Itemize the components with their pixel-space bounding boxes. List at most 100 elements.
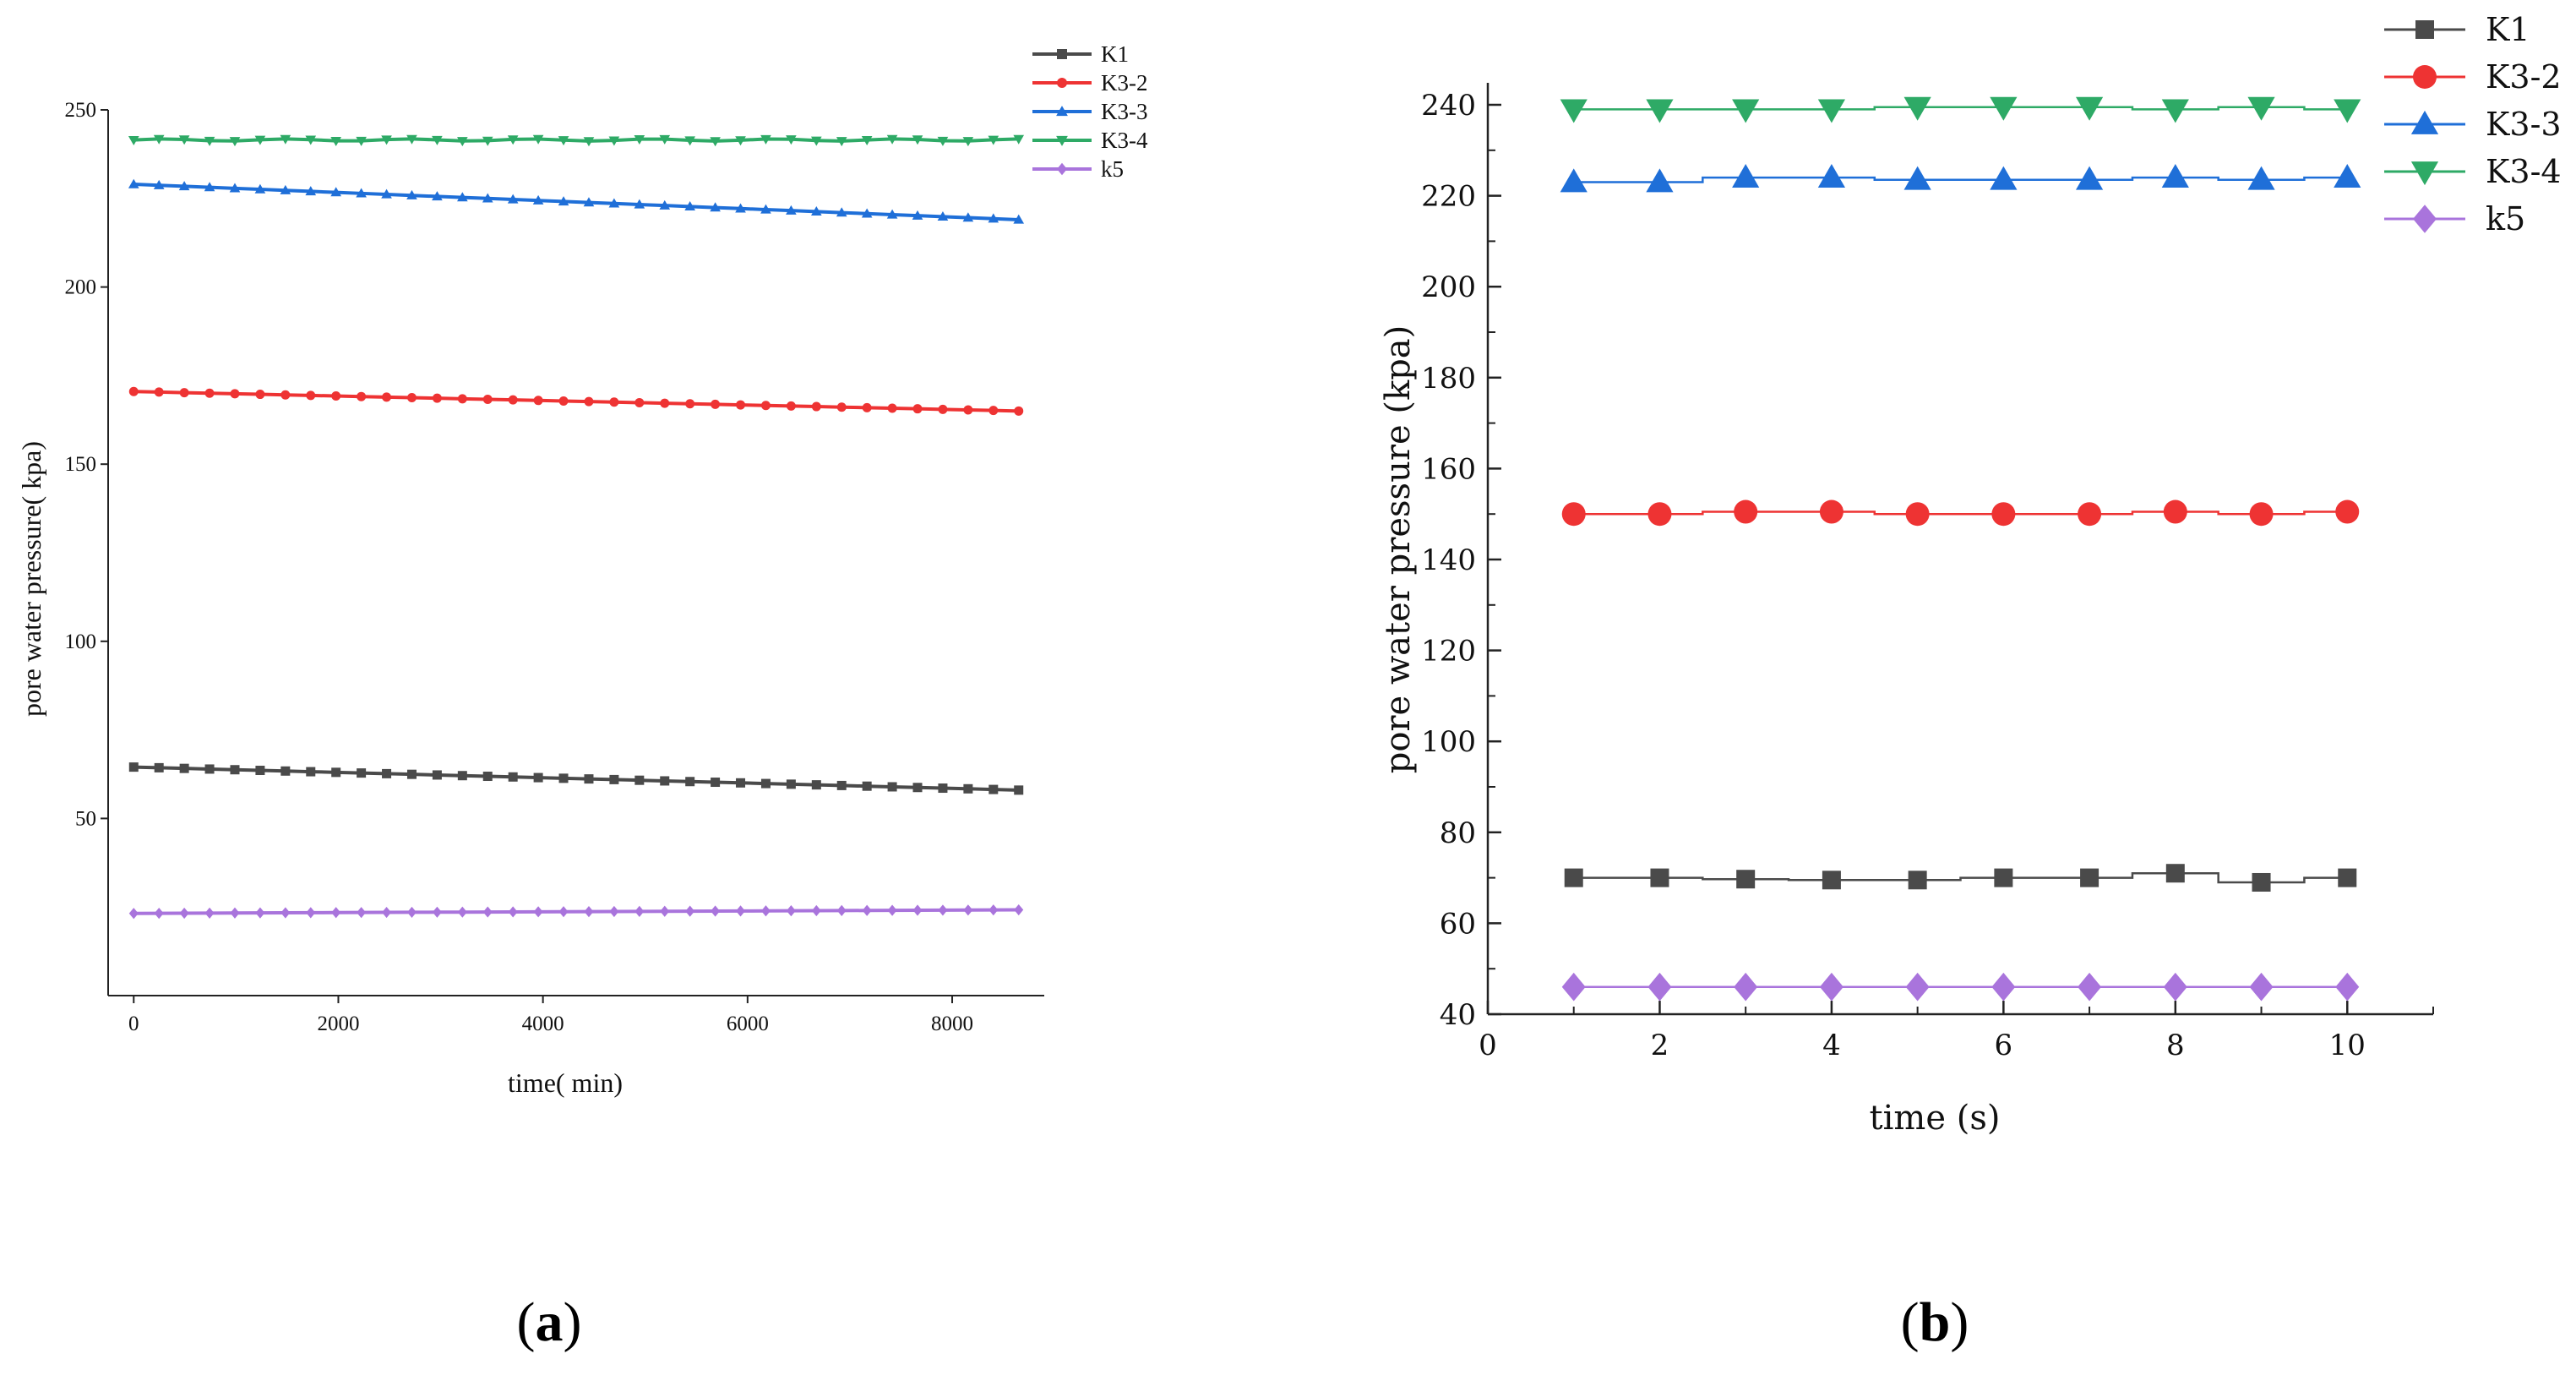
chart-a-point bbox=[457, 394, 467, 404]
chart-a-point bbox=[255, 766, 265, 776]
chart-b-point bbox=[2163, 499, 2187, 524]
chart-b-point bbox=[1822, 871, 1841, 890]
chart-a-point bbox=[786, 779, 796, 789]
chart-a-point bbox=[836, 402, 847, 412]
chart-a-point bbox=[178, 135, 190, 145]
chart-a-legend-item: K3-2 bbox=[1032, 70, 1148, 96]
chart-a-legend-label: K3-4 bbox=[1101, 128, 1148, 153]
chart-a-point bbox=[711, 399, 721, 409]
chart-a-point bbox=[608, 136, 620, 146]
chart-b-legend-label: K1 bbox=[2486, 11, 2530, 48]
chart-a-point bbox=[609, 774, 619, 784]
chart-a-axes: 50 100 150 200 250 0 2000 4000 6000 8000 bbox=[65, 99, 1044, 1035]
chart-a-point bbox=[331, 767, 341, 778]
chart-a-point bbox=[760, 905, 771, 917]
chart-a-point bbox=[533, 396, 543, 406]
chart-a-point bbox=[938, 783, 948, 794]
chart-b-point bbox=[1905, 972, 1930, 1002]
chart-b-point bbox=[2161, 99, 2189, 123]
chart-b-y-tick-label: 240 bbox=[1421, 89, 1476, 123]
chart-b-point bbox=[1732, 163, 1760, 188]
chart-a-point bbox=[634, 775, 645, 785]
chart-b-legend-marker bbox=[2413, 205, 2437, 233]
chart-b-point bbox=[1990, 96, 2018, 121]
chart-a-legend-item: K1 bbox=[1032, 41, 1129, 67]
chart-b-legend-marker bbox=[2410, 110, 2439, 134]
chart-a-point bbox=[128, 762, 139, 772]
chart-a-point bbox=[988, 406, 999, 416]
chart-a-point bbox=[760, 401, 771, 411]
chart-a-point bbox=[280, 766, 291, 776]
chart-b-ylabel: pore water pressure (kpa) bbox=[1379, 325, 1418, 774]
chart-a-point bbox=[609, 905, 619, 918]
chart-a-point bbox=[912, 783, 923, 793]
chart-a-point bbox=[306, 767, 316, 777]
chart-a-point bbox=[887, 782, 897, 792]
chart-b-point bbox=[2161, 163, 2189, 188]
chart-a-point bbox=[811, 904, 821, 917]
chart-a-point bbox=[508, 906, 518, 918]
chart-b-series-k1 bbox=[1564, 864, 2357, 892]
chart-a-point bbox=[584, 396, 594, 407]
chart-a-point bbox=[861, 135, 873, 145]
chart-a-point bbox=[128, 386, 139, 396]
chart-b-legend-label: k5 bbox=[2486, 200, 2525, 237]
chart-a-point bbox=[406, 189, 417, 199]
chart-b-x-tick-label: 10 bbox=[2329, 1029, 2366, 1062]
chart-a-y-tick-label: 200 bbox=[65, 276, 97, 299]
chart-b-legend-item: K3-2 bbox=[2384, 58, 2562, 96]
chart-a-point bbox=[684, 201, 695, 211]
chart-b-legend-item: K3-3 bbox=[2384, 106, 2562, 143]
chart-a-point bbox=[786, 205, 797, 215]
chart-a-point bbox=[1014, 785, 1024, 795]
chart-a-point bbox=[230, 907, 240, 919]
chart-a-series-k5 bbox=[128, 903, 1024, 920]
chart-a-series-k3-4 bbox=[128, 134, 1025, 147]
chart-a-point bbox=[583, 137, 595, 147]
chart-a-y-tick-label: 150 bbox=[65, 453, 97, 476]
chart-a-line-k3-3 bbox=[133, 183, 1019, 221]
chart-a-point bbox=[710, 202, 721, 212]
chart-a-point bbox=[810, 136, 822, 146]
chart-a-legend-label: k5 bbox=[1101, 156, 1124, 182]
chart-a-point bbox=[179, 907, 189, 920]
chart-b-y-tick-label: 160 bbox=[1421, 452, 1476, 486]
chart-b-point bbox=[1560, 99, 1588, 123]
chart-a-y-tick-label: 250 bbox=[65, 99, 97, 122]
chart-a-point bbox=[963, 405, 973, 415]
chart-b-point bbox=[1732, 99, 1760, 123]
chart-b-point bbox=[1819, 499, 1844, 524]
chart-b-point bbox=[2252, 872, 2271, 892]
chart-a-point bbox=[406, 393, 417, 403]
chart-a-point bbox=[482, 136, 493, 146]
chart-a-point bbox=[533, 772, 543, 783]
chart-b-point bbox=[2165, 864, 2185, 883]
chart-b-point bbox=[1734, 972, 1758, 1002]
chart-a-point bbox=[711, 778, 721, 788]
chart-a-point bbox=[685, 399, 695, 409]
chart-a-point bbox=[532, 134, 544, 145]
chart-a-x-tick-label: 8000 bbox=[931, 1013, 973, 1035]
chart-a-line-k3-2 bbox=[133, 390, 1019, 413]
chart-a-point bbox=[988, 904, 999, 916]
chart-b-point bbox=[1991, 502, 2016, 527]
chart-b: 40 60 80 100 120 140 160 180 200 220 240 0 2 4 6 8 10 K1… bbox=[1379, 11, 2562, 1353]
chart-a-point bbox=[634, 905, 645, 917]
chart-a-point bbox=[204, 388, 215, 398]
chart-a-point bbox=[533, 906, 543, 918]
chart-a-point bbox=[179, 763, 189, 773]
chart-b-series-k5 bbox=[1561, 972, 2360, 1002]
chart-a-x-tick-label: 4000 bbox=[522, 1013, 564, 1035]
chart-a-point bbox=[356, 188, 367, 198]
chart-a-point bbox=[280, 390, 291, 400]
chart-a-point bbox=[1014, 406, 1024, 416]
chart-a-x-tick-label: 6000 bbox=[727, 1013, 769, 1035]
chart-a-point bbox=[204, 182, 215, 192]
chart-a-point bbox=[760, 134, 771, 145]
chart-a-series-k3-2 bbox=[128, 386, 1024, 416]
chart-a-point bbox=[634, 199, 645, 209]
chart-a-series bbox=[128, 134, 1025, 920]
chart-a-point bbox=[457, 771, 467, 781]
chart-b-xlabel: time (s) bbox=[1870, 1099, 2001, 1138]
chart-a-point bbox=[482, 193, 493, 203]
